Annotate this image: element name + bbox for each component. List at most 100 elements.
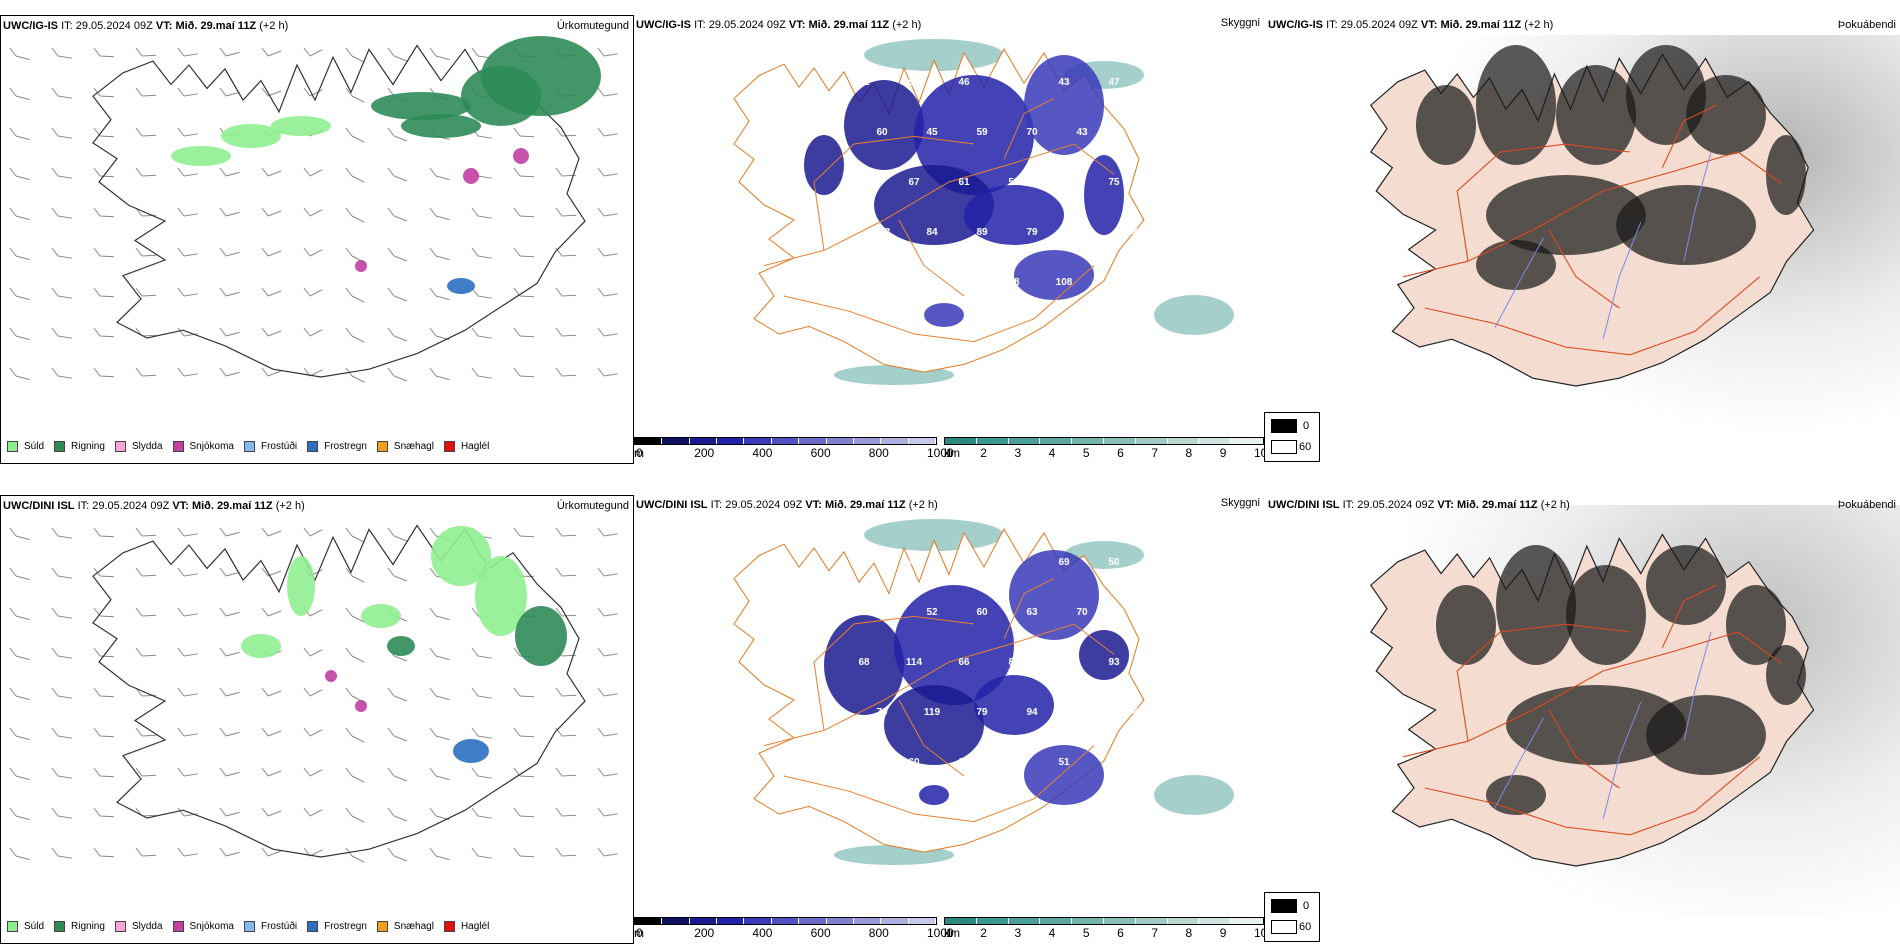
bottom-left-header: UWC/DINI ISL IT: 29.05.2024 09Z VT: Mið.… [3,500,305,512]
cloud-base-value: 162 [856,557,873,568]
legend-swatch [243,921,255,932]
colorbar-bin [717,918,745,924]
colorbar-tick: 3 [1014,926,1022,940]
colorbar-bin [1231,438,1263,444]
top-fog-panel: UWC/IG-IS IT: 29.05.2024 09Z VT: Mið. 29… [1264,15,1900,464]
precip-areas [171,36,601,294]
wind-barbs [9,47,618,383]
fog-patch [1766,135,1806,215]
cloud-base-value: 50 [1108,557,1120,568]
legend-swatch [307,921,319,932]
fog-patch [1556,65,1636,165]
iceland-outline [92,524,586,858]
cloud-base-value: 47 [1108,77,1120,88]
cloud-base-value: 70 [1076,607,1088,618]
cloud-base-value: 63 [1026,607,1038,618]
bottom-cloudbase-map: 162 43 37 52 69 50 59 52 60 63 70 64 68 114 66 80 72 93 70… [733,519,1234,865]
colorbar-bin [1040,438,1073,444]
colorbar-bin [826,918,854,924]
colorbar-bin [662,918,690,924]
colorbar-bin [689,918,718,924]
legend-item: Slydda [114,921,163,932]
legend-swatch [376,921,388,932]
legend-label: Frostregn [324,441,367,452]
legend-swatch [443,921,455,932]
colorbar-unit: km [944,926,960,940]
product-name: Þokuábendi [1837,499,1896,511]
fog-patch [1436,585,1496,665]
legend-item: Rigning [54,441,105,452]
colorbar-tick: 6 [1117,446,1124,460]
legend-item: Frostregn [307,441,367,452]
fog-patch [1486,775,1546,815]
colorbar-strip [634,917,937,925]
colorbar-tick: 7 [1151,926,1159,940]
precip-areas [241,526,567,763]
colorbar-bin [1231,918,1263,924]
colorbar-bin [881,438,909,444]
legend-swatch [54,921,66,932]
cloud-base-value: 39 [1058,177,1070,188]
cloud-base-value: 60 [976,607,988,618]
legend-item: Snæhagl [376,921,434,932]
cloud-base-value: 72 [1058,657,1070,668]
colorbar-tick: 0 [636,446,643,460]
cloud-base-value: 45 [926,127,938,138]
colorbar-bin [1072,438,1104,444]
top-precip-map [9,36,618,383]
road-network [1403,584,1782,836]
colorbar-bin [826,438,854,444]
bottom-cloudbase-panel: 162 43 37 52 69 50 59 52 60 63 70 64 68 114 66 80 72 93 70… [634,495,1267,944]
colorbar-strip [634,437,937,445]
cloud-base-value: 52 [1008,557,1020,568]
colorbar-bin [945,438,977,444]
colorbar-bin [689,438,718,444]
cloud-base-value: 93 [1076,227,1088,238]
bottom-precip-panel: UWC/DINI ISL IT: 29.05.2024 09Z VT: Mið.… [0,495,634,944]
cloud-base-value: 48 [858,177,870,188]
cloud-base-labels: 71 56 46 50 43 47 60 45 59 70 43 55 48 67 61 53 39 75 103 8… [856,77,1138,288]
cloud-base-value: 77 [858,757,870,768]
colorbar-tick: 8 [1185,926,1193,940]
fog-patch [1766,645,1806,705]
fog-index-legend: 0 60 [1264,892,1320,942]
legend-label: Snjókoma [189,921,234,932]
cloud-base-value: 119 [924,707,941,718]
precip-legend: Súld Rigning Slydda Snjókoma Frostúði Frostre… [7,921,499,932]
colorbar-bin [635,918,663,924]
colorbar-bin [1199,438,1232,444]
cloud-base-value: 38 [1008,757,1020,768]
top-left-header: UWC/IG-IS IT: 29.05.2024 09Z VT: Mið. 29… [3,20,289,32]
colorbar-bin [1167,918,1200,924]
legend-label: Frostúði [260,921,298,932]
colorbar-unit: km [944,446,960,460]
cloud-base-value: 52 [926,607,938,618]
cloud-base-value: 58 [1126,227,1138,238]
cloud-base-value: 80 [1008,657,1020,668]
cloud-base-value: 69 [1058,557,1070,568]
colorbar-bin [1072,918,1104,924]
cloud-base-value: 37 [958,557,970,568]
cloud-base-value: 59 [876,607,888,618]
legend-item: Snjókoma [172,441,234,452]
legend-label: Haglél [460,921,490,932]
legend-item: Haglél [443,441,489,452]
legend-swatch [7,921,18,932]
colorbar-bin [976,438,1009,444]
colorbar-bin [771,438,800,444]
fog-areas [1436,545,1806,815]
colorbar-bin [717,438,745,444]
fog-patch [1646,545,1726,625]
bottom-mid-header: UWC/DINI ISL IT: 29.05.2024 09Z VT: Mið.… [636,499,938,511]
product-name: Úrkomutegund [556,20,629,32]
colorbar-strip [944,437,1264,445]
visibility-colorbar: km 1 2 3 4 5 6 7 8 9 10 [944,437,1267,461]
fog-patch [1416,85,1476,165]
colorbar-bin [945,918,977,924]
legend-swatch [54,441,66,452]
cloud-base-value: 75 [1108,177,1120,188]
colorbar-bin [1103,918,1136,924]
colorbar-tick: 600 [810,446,831,460]
colorbar-tick: 1000 [927,446,954,460]
cloud-base-value: 79 [976,707,988,718]
